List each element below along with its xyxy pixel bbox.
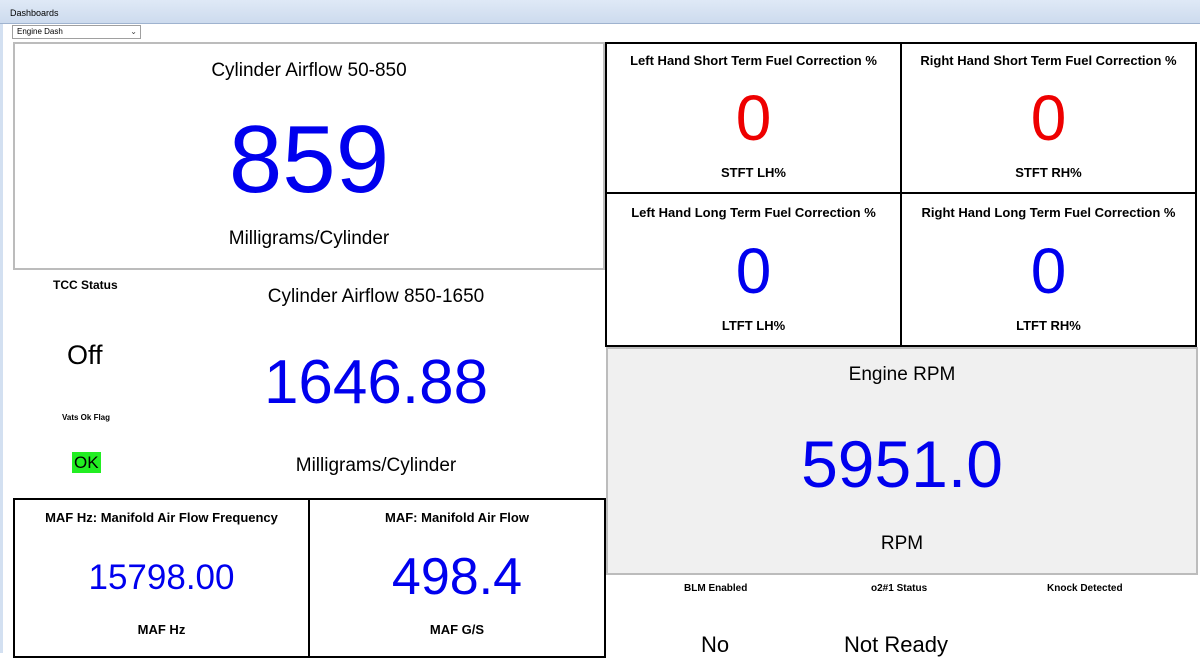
gauge-value: 0 — [735, 82, 772, 154]
gauge-value: 1646.88 — [263, 348, 489, 417]
gauge-value: 5951.0 — [801, 427, 1003, 501]
status-badge: OK — [72, 452, 101, 473]
knock-detected-label: Knock Detected — [1047, 583, 1123, 594]
dashboard-select-value: Engine Dash — [17, 27, 63, 36]
gauge-title: Right Hand Long Term Fuel Correction % — [921, 205, 1176, 220]
gauge-title: Left Hand Short Term Fuel Correction % — [630, 53, 877, 68]
blm-enabled-value: No — [701, 632, 730, 657]
chevron-down-icon[interactable]: ⌄ — [130, 27, 137, 36]
dashboard-select[interactable]: Engine Dash ⌄ — [12, 25, 141, 39]
gauge-value: 859 — [228, 106, 390, 213]
o2-status-label: o2#1 Status — [871, 583, 928, 594]
gauge-ltft-lh: Left Hand Long Term Fuel Correction % 0 … — [605, 192, 902, 347]
gauge-title: Cylinder Airflow 50-850 — [211, 60, 407, 81]
gauge-maf: MAF: Manifold Air Flow 498.4 MAF G/S — [308, 498, 606, 658]
gauge-unit: STFT RH% — [1015, 165, 1082, 180]
gauge-value: 0 — [1030, 235, 1067, 307]
gauge-engine-rpm: Engine RPM 5951.0 RPM — [606, 347, 1198, 575]
gauge-unit: MAF Hz — [137, 622, 186, 637]
gauge-airflow-low: Cylinder Airflow 50-850 859 Milligrams/C… — [13, 42, 605, 270]
gauge-value: 498.4 — [391, 548, 523, 606]
gauge-value: 15798.00 — [88, 558, 235, 597]
gauge-title: Engine RPM — [848, 364, 956, 385]
gauge-unit: Milligrams/Cylinder — [295, 455, 457, 476]
gauge-title: Left Hand Long Term Fuel Correction % — [631, 205, 876, 220]
gauge-airflow-high: Cylinder Airflow 850-1650 1646.88 Millig… — [196, 272, 556, 497]
window-title-bar: Dashboards — [0, 0, 1200, 24]
blm-enabled-label: BLM Enabled — [684, 583, 748, 594]
tcc-status-value: Off — [67, 340, 103, 370]
gauge-title: MAF Hz: Manifold Air Flow Frequency — [45, 510, 278, 525]
gauge-value: 0 — [1030, 82, 1067, 154]
gauge-unit: LTFT LH% — [721, 318, 786, 333]
gauge-maf-hz: MAF Hz: Manifold Air Flow Frequency 1579… — [13, 498, 310, 658]
gauge-unit: Milligrams/Cylinder — [228, 228, 390, 249]
gauge-unit: MAF G/S — [429, 622, 485, 637]
gauge-unit: STFT LH% — [721, 165, 786, 180]
gauge-value: 0 — [735, 235, 772, 307]
o2-status-value: Not Ready — [844, 632, 948, 657]
window-left-border — [0, 24, 3, 653]
gauge-unit: RPM — [880, 533, 924, 554]
gauge-title: MAF: Manifold Air Flow — [385, 510, 529, 525]
window-title: Dashboards — [10, 8, 59, 18]
gauge-stft-rh: Right Hand Short Term Fuel Correction % … — [900, 42, 1197, 194]
gauge-stft-lh: Left Hand Short Term Fuel Correction % 0… — [605, 42, 902, 194]
vats-ok-flag-value: OK — [72, 452, 101, 473]
gauge-title: Cylinder Airflow 850-1650 — [267, 286, 485, 307]
gauge-unit: LTFT RH% — [1016, 318, 1081, 333]
gauge-ltft-rh: Right Hand Long Term Fuel Correction % 0… — [900, 192, 1197, 347]
vats-ok-flag-label: Vats Ok Flag — [62, 413, 111, 422]
tcc-status-label: TCC Status — [53, 278, 118, 292]
gauge-title: Right Hand Short Term Fuel Correction % — [920, 53, 1177, 68]
